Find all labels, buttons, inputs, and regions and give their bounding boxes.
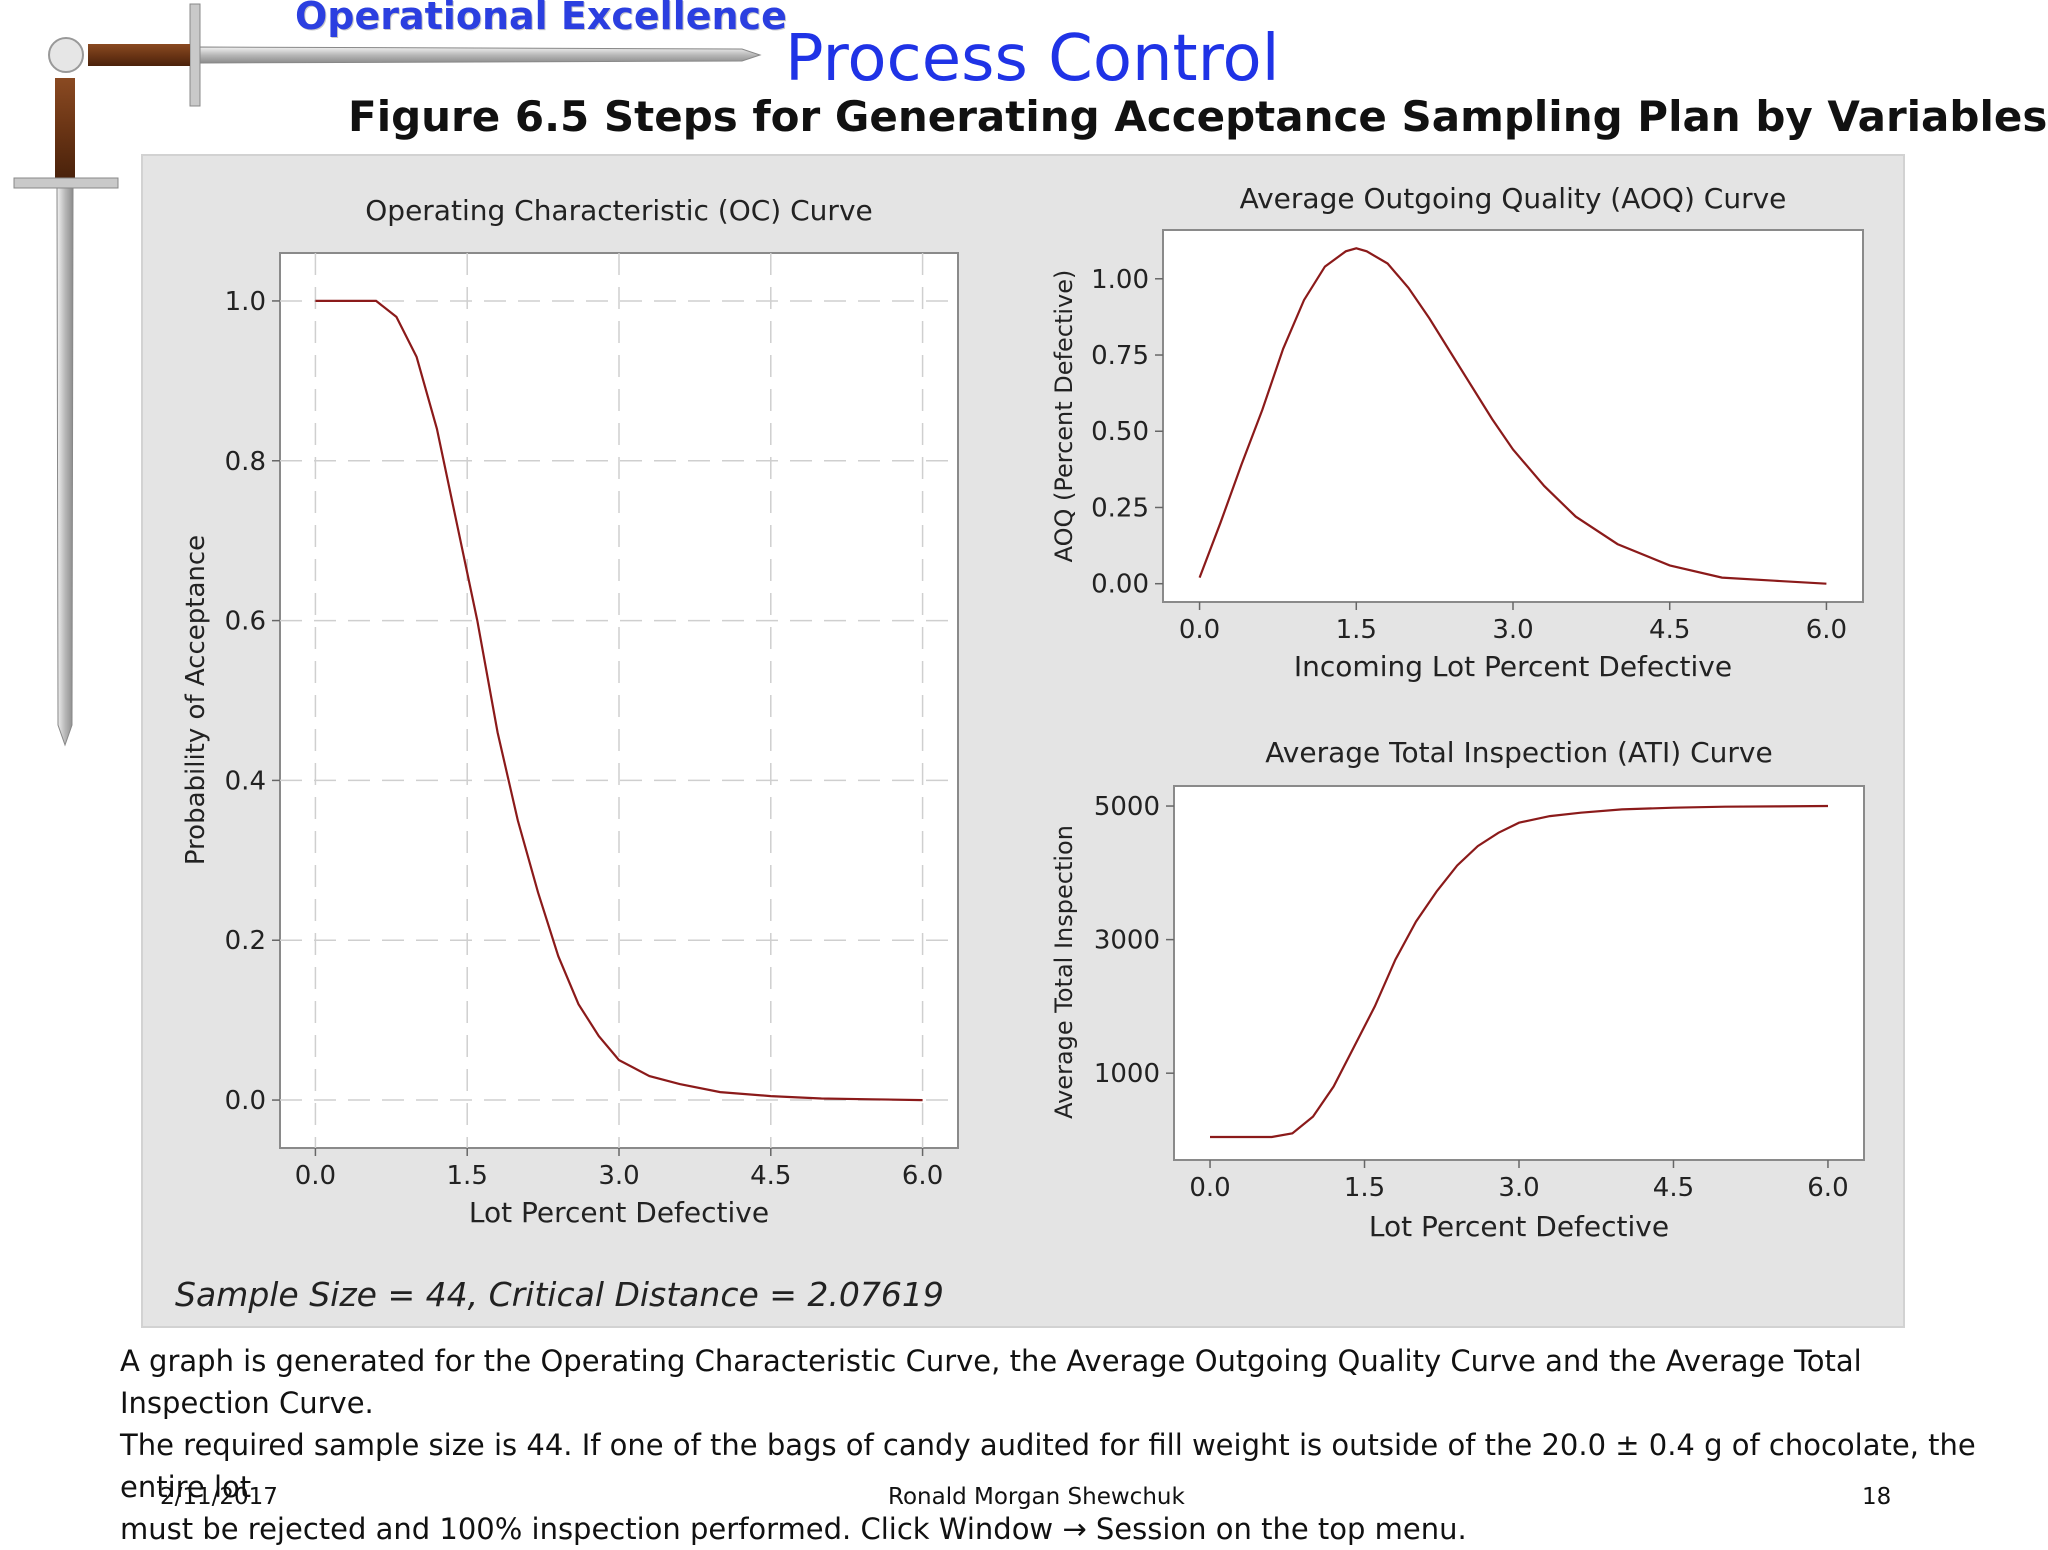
aoq-x-tick-label: 4.5 xyxy=(1649,615,1690,645)
oc-y-tick-label: 0.0 xyxy=(225,1086,266,1116)
ati-series-line xyxy=(1210,804,1829,1139)
sword-icon xyxy=(13,3,762,747)
oc-y-tick-label: 0.2 xyxy=(225,926,266,956)
ati-x-tick-label: 4.5 xyxy=(1653,1173,1694,1203)
ati-x-tick-label: 1.5 xyxy=(1344,1173,1385,1203)
caption: A graph is generated for the Operating C… xyxy=(120,1340,2020,1550)
footer-author: Ronald Morgan Shewchuk xyxy=(888,1484,1185,1510)
ati-chart: Average Total Inspection (ATI) Curve Lot… xyxy=(1050,736,1865,1243)
aoq-y-tick-label: 0.50 xyxy=(1091,417,1149,447)
oc-y-axis-label: Probability of Acceptance xyxy=(181,535,211,865)
ati-x-tick-label: 0.0 xyxy=(1189,1173,1230,1203)
figure-title: Figure 6.5 Steps for Generating Acceptan… xyxy=(348,92,2048,141)
sample-size-annotation: Sample Size = 44, Critical Distance = 2.… xyxy=(175,1275,944,1314)
aoq-y-tick-label: 0.25 xyxy=(1091,493,1149,523)
oc-series-line xyxy=(315,299,923,1102)
ati-x-tick-label: 3.0 xyxy=(1498,1173,1539,1203)
aoq-x-tick-label: 1.5 xyxy=(1336,615,1377,645)
aoq-x-tick-label: 3.0 xyxy=(1492,615,1533,645)
aoq-chart-title: Average Outgoing Quality (AOQ) Curve xyxy=(1240,182,1787,215)
ati-y-tick-label: 5000 xyxy=(1094,792,1160,822)
aoq-y-tick-label: 0.00 xyxy=(1091,570,1149,600)
ati-y-tick-label: 1000 xyxy=(1094,1059,1160,1089)
oc-x-tick-label: 0.0 xyxy=(295,1161,336,1191)
ati-x-axis-label: Lot Percent Defective xyxy=(1369,1210,1669,1243)
oc-y-tick-label: 0.6 xyxy=(225,607,266,637)
oc-x-tick-label: 6.0 xyxy=(902,1161,943,1191)
ati-chart-title: Average Total Inspection (ATI) Curve xyxy=(1265,736,1772,769)
oc-chart: Operating Characteristic (OC) Curve Lot … xyxy=(181,194,959,1229)
oc-y-tick-label: 0.8 xyxy=(225,447,266,477)
oc-x-tick-label: 3.0 xyxy=(598,1161,639,1191)
page-number: 18 xyxy=(1862,1484,1892,1510)
aoq-x-tick-label: 0.0 xyxy=(1179,615,1220,645)
aoq-series-line xyxy=(1198,247,1827,585)
brand-label: Operational Excellence xyxy=(295,0,787,38)
aoq-y-tick-label: 1.00 xyxy=(1091,265,1149,295)
aoq-y-axis-label: AOQ (Percent Defective) xyxy=(1050,270,1078,563)
oc-x-axis-label: Lot Percent Defective xyxy=(469,1196,769,1229)
ati-plot-area xyxy=(1173,785,1865,1161)
page-title: Process Control xyxy=(785,22,1280,96)
oc-y-tick-label: 1.0 xyxy=(225,287,266,317)
oc-y-tick-label: 0.4 xyxy=(225,766,266,796)
aoq-chart: Average Outgoing Quality (AOQ) Curve Inc… xyxy=(1050,182,1864,683)
oc-x-tick-label: 1.5 xyxy=(447,1161,488,1191)
ati-x-tick-label: 6.0 xyxy=(1807,1173,1848,1203)
oc-chart-title: Operating Characteristic (OC) Curve xyxy=(365,194,873,227)
aoq-x-tick-label: 6.0 xyxy=(1806,615,1847,645)
caption-line-3: must be rejected and 100% inspection per… xyxy=(120,1512,1467,1546)
aoq-x-axis-label: Incoming Lot Percent Defective xyxy=(1294,650,1732,683)
aoq-y-tick-label: 0.75 xyxy=(1091,341,1149,371)
oc-x-tick-label: 4.5 xyxy=(750,1161,791,1191)
ati-y-axis-label: Average Total Inspection xyxy=(1050,825,1078,1119)
caption-line-1: A graph is generated for the Operating C… xyxy=(120,1344,1862,1420)
ati-y-tick-label: 3000 xyxy=(1094,926,1160,956)
aoq-plot-area xyxy=(1162,229,1864,603)
caption-line-2: The required sample size is 44. If one o… xyxy=(120,1428,1976,1504)
footer-date: 2/11/2017 xyxy=(160,1484,278,1510)
